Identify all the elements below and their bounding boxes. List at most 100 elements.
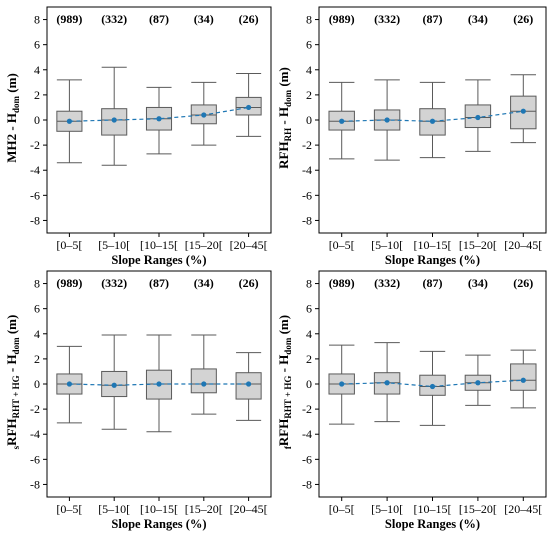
y-tick-label: 2 [306,88,312,102]
x-tick-label: [20–45[ [504,502,542,516]
mean-point [111,382,117,388]
x-tick-label: [0–5[ [329,238,355,252]
sample-count-label: (989) [329,276,355,290]
mean-point [429,118,436,124]
x-tick-label: [5–10[ [98,502,130,516]
x-tick-label: [20–45[ [230,238,268,252]
x-tick-label: [0–5[ [56,238,82,252]
x-tick-label: [5–10[ [98,238,130,252]
mean-point [111,117,117,123]
sample-count-label: (87) [149,276,169,290]
y-tick-label: 2 [34,88,40,102]
mean-point [475,380,481,386]
sample-count-label: (34) [468,276,488,290]
mean-point [520,377,526,383]
box-4 [464,354,492,406]
y-tick-label: 0 [34,113,40,127]
y-tick-label: 2 [306,352,312,366]
sample-count-label: (989) [56,12,82,26]
y-tick-label: 4 [306,327,312,341]
y-tick-label: 8 [34,13,40,27]
sample-count-label: (34) [194,276,214,290]
x-tick-label: [15–20[ [459,502,497,516]
mean-point [339,381,345,387]
x-axis-title: Slope Ranges (%) [385,253,480,267]
mean-point [520,108,526,114]
iqr-box [190,368,217,394]
x-tick-label: [5–10[ [371,238,403,252]
y-tick-label: 0 [306,113,312,127]
y-tick-label: 8 [34,277,40,291]
y-tick-label: -4 [30,427,40,441]
box-2 [101,334,128,430]
x-tick-label: [10–15[ [414,238,452,252]
panel-1: -8 -6 -4 -2 0 2 4 6 8 [0–5[[5–10[[10–15[[15–20[[2… [4,6,272,267]
sample-count-label: (332) [101,12,127,26]
y-tick-label: -6 [30,452,40,466]
y-tick-label: -4 [302,163,312,177]
y-tick-label: 6 [306,302,312,316]
sample-count-label: (87) [149,12,169,26]
x-axis-title: Slope Ranges (%) [111,253,206,267]
x-tick-label: [15–20[ [459,238,497,252]
y-tick-label: -2 [302,402,312,416]
y-tick-label: 6 [34,302,40,316]
mean-point [201,381,207,387]
x-tick-label: [15–20[ [185,502,223,516]
y-tick-label: -8 [302,477,312,491]
mean-point [339,118,345,124]
y-tick-label: -2 [302,138,312,152]
mean-point [475,114,481,121]
panel-4: -8 -6 -4 -2 0 2 4 6 8 [0–5[[5–10[[10–15[[15–20[[2… [276,270,547,531]
y-tick-label: 4 [306,63,312,77]
mean-trend-line [341,379,524,388]
sample-count-label: (34) [194,12,214,26]
iqr-box [510,363,537,391]
x-tick-label: [5–10[ [371,502,403,516]
y-tick-label: -4 [302,427,312,441]
y-tick-label: -6 [30,188,40,202]
mean-point [66,118,72,124]
y-axis-title: RFHRH - Hdom (m) [276,67,293,169]
mean-point [201,112,207,118]
x-tick-label: [0–5[ [329,502,355,516]
y-tick-label: -8 [30,213,40,227]
y-tick-label: 4 [34,63,40,77]
y-tick-label: 2 [34,352,40,366]
mean-trend-line [69,383,249,386]
mean-point [246,104,252,111]
y-tick-label: 8 [306,13,312,27]
y-tick-label: -8 [302,213,312,227]
mean-trend-line [341,110,524,122]
x-tick-label: [20–45[ [504,238,542,252]
y-tick-label: -4 [30,163,40,177]
y-tick-label: -2 [30,138,40,152]
box-4 [190,334,217,415]
sample-count-label: (26) [239,12,259,26]
x-tick-label: [0–5[ [56,502,82,516]
mean-point [66,381,72,387]
mean-point [384,117,390,123]
x-tick-label: [10–15[ [414,502,452,516]
y-tick-label: 6 [306,38,312,52]
x-tick-label: [10–15[ [140,238,178,252]
panel-2: -8 -6 -4 -2 0 2 4 6 8 [0–5[[5–10[[10–15[[15–20[[2… [276,6,547,267]
x-tick-label: [20–45[ [230,502,268,516]
y-tick-label: 8 [306,277,312,291]
sample-count-label: (332) [101,276,127,290]
box-2 [101,66,128,166]
box-5 [510,349,537,409]
sample-count-label: (989) [56,276,82,290]
x-tick-label: [10–15[ [140,502,178,516]
sample-count-label: (26) [513,12,533,26]
sample-count-label: (87) [423,276,443,290]
y-tick-label: 4 [34,327,40,341]
x-axis-title: Slope Ranges (%) [111,517,206,531]
mean-trend-line [69,106,249,122]
sample-count-label: (26) [513,276,533,290]
mean-point [156,116,162,122]
y-tick-label: 0 [306,377,312,391]
mean-point [384,380,390,386]
x-tick-label: [15–20[ [185,238,223,252]
sample-count-label: (989) [329,12,355,26]
